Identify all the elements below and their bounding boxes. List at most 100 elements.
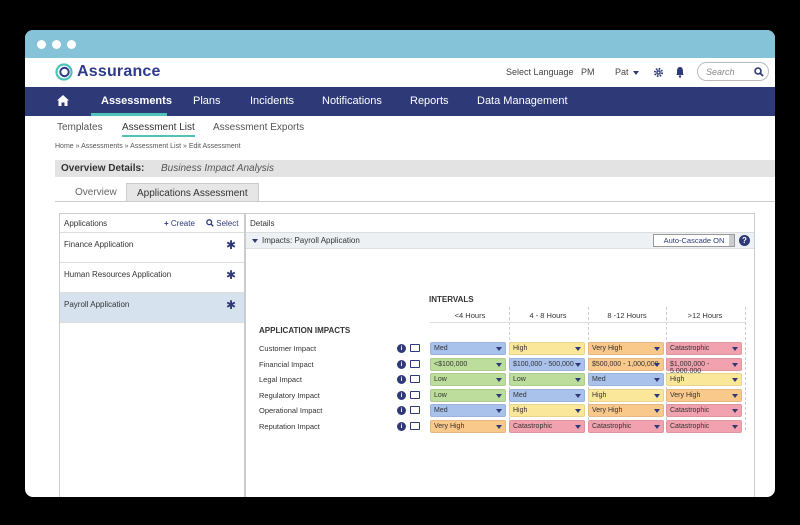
impact-select[interactable]: Med (430, 404, 506, 417)
impacts-title: Impacts: Payroll Application (252, 236, 360, 245)
comment-icon[interactable] (410, 375, 420, 383)
impact-select[interactable]: <$100,000 (430, 357, 506, 371)
impact-select[interactable]: $500,000 - 1,000,000 (588, 357, 664, 371)
gear-icon[interactable]: ✱ (226, 268, 237, 282)
chevron-down-icon (732, 424, 738, 429)
details-panel-header: Details (246, 214, 754, 233)
info-icon[interactable]: i (397, 375, 406, 384)
window-dot-maximize[interactable] (67, 40, 76, 49)
impact-select[interactable]: Catastrophic (666, 404, 742, 417)
subnav-templates[interactable]: Templates (57, 122, 103, 133)
comment-icon[interactable] (410, 359, 420, 368)
tab-applications-assessment[interactable]: Applications Assessment (126, 183, 259, 201)
impact-select-value: Very High (592, 345, 623, 352)
nav-assessments[interactable]: Assessments (101, 95, 172, 107)
chevron-down-icon (654, 424, 660, 429)
help-icon[interactable]: ? (739, 235, 750, 246)
chevron-down-icon (654, 393, 660, 398)
impact-select[interactable]: Catastrophic (666, 342, 742, 355)
chevron-down-icon (732, 378, 738, 382)
window-dot-close[interactable] (37, 40, 46, 49)
overview-details-bar: Overview Details: Business Impact Analys… (55, 160, 775, 177)
application-item-human-resources[interactable]: Human Resources Application ✱ (60, 263, 244, 293)
impact-select[interactable]: Very High (430, 419, 506, 433)
info-icon[interactable]: i (397, 344, 406, 353)
nav-active-indicator (91, 113, 167, 116)
comment-icon[interactable] (410, 390, 420, 399)
nav-reports[interactable]: Reports (410, 95, 449, 107)
chevron-down-icon (654, 347, 660, 351)
nav-notifications[interactable]: Notifications (322, 95, 382, 107)
impact-select[interactable]: Very High (666, 388, 742, 402)
select-language-link[interactable]: Select Language (506, 67, 574, 77)
column-header: 8 -12 Hours (607, 311, 647, 320)
impact-select[interactable]: Med (430, 342, 506, 355)
comment-icon[interactable] (410, 406, 420, 414)
search-input[interactable]: Search (697, 62, 769, 81)
info-icon[interactable]: i (397, 421, 406, 431)
column-header: 4 - 8 Hours (529, 311, 567, 320)
bell-icon[interactable] (675, 66, 685, 78)
applications-panel-header: Applications + Create Select (60, 214, 244, 233)
impact-select[interactable]: Med (588, 373, 664, 386)
chevron-down-icon (654, 409, 660, 413)
create-button[interactable]: + Create (164, 219, 195, 228)
nav-plans[interactable]: Plans (193, 95, 221, 107)
app-window: Assurance Select Language PM Pat Search (25, 30, 775, 497)
search-icon[interactable] (754, 67, 764, 77)
impact-row-label: Reputation Impact (259, 421, 320, 431)
user-menu[interactable]: Pat (615, 67, 640, 77)
info-icon[interactable]: i (397, 359, 406, 369)
impact-select-value: Low (513, 376, 526, 383)
impact-select-value: $1,000,000 - 5,000,000 (670, 360, 710, 375)
impacts-section-header[interactable]: Impacts: Payroll Application Auto-Cascad… (246, 233, 754, 249)
impact-select[interactable]: Low (430, 373, 506, 386)
intervals-heading: INTERVALS (429, 295, 474, 304)
impact-select[interactable]: High (509, 404, 585, 417)
window-dot-minimize[interactable] (52, 40, 61, 49)
impacts-title-text: Impacts: Payroll Application (262, 236, 360, 245)
comment-icon[interactable] (410, 421, 420, 430)
impact-select[interactable]: Med (509, 388, 585, 402)
impact-select[interactable]: Low (430, 388, 506, 402)
chevron-down-icon (496, 362, 502, 367)
impact-select[interactable]: $100,000 - 500,000 (509, 357, 585, 371)
details-title: Details (250, 219, 275, 228)
gear-icon[interactable]: ✱ (226, 238, 237, 252)
impact-select[interactable]: High (666, 373, 742, 386)
subnav-assessment-list[interactable]: Assessment List (122, 122, 195, 137)
impact-select[interactable]: Catastrophic (588, 419, 664, 433)
impact-row-label: Customer Impact (259, 344, 317, 353)
chevron-down-icon (575, 378, 581, 382)
impact-select[interactable]: Catastrophic (509, 419, 585, 433)
application-item-payroll[interactable]: Payroll Application ✱ (60, 293, 244, 323)
select-button[interactable]: Select (206, 219, 238, 228)
impact-select-value: $100,000 - 500,000 (513, 360, 574, 368)
gear-icon[interactable]: ✱ (226, 298, 237, 312)
impact-select[interactable]: High (509, 342, 585, 355)
impact-select[interactable]: Low (509, 373, 585, 386)
subnav-assessment-exports[interactable]: Assessment Exports (213, 122, 305, 133)
impact-select[interactable]: Catastrophic (666, 419, 742, 433)
impact-select[interactable]: Very High (588, 404, 664, 417)
home-icon[interactable] (57, 95, 69, 106)
pm-link[interactable]: PM (581, 67, 595, 77)
application-item-finance[interactable]: Finance Application ✱ (60, 233, 244, 263)
impact-select[interactable]: High (588, 388, 664, 402)
info-icon[interactable]: i (397, 390, 406, 400)
breadcrumb[interactable]: Home » Assessments » Assessment List » E… (55, 143, 241, 150)
applications-title: Applications (64, 219, 108, 228)
chevron-down-icon (496, 424, 502, 429)
impact-select[interactable]: $1,000,000 - 5,000,000 (666, 357, 742, 375)
nav-data-management[interactable]: Data Management (477, 95, 568, 107)
nav-incidents[interactable]: Incidents (250, 95, 295, 107)
impact-select[interactable]: Very High (588, 342, 664, 355)
info-icon[interactable]: i (397, 406, 406, 415)
gear-icon[interactable] (653, 67, 664, 78)
tab-overview[interactable]: Overview (75, 187, 117, 198)
comment-icon[interactable] (410, 344, 420, 352)
details-panel: Details Impacts: Payroll Application Aut… (245, 213, 755, 497)
brand-logo[interactable]: Assurance (55, 63, 161, 81)
auto-cascade-toggle[interactable]: Auto-Cascade ON (653, 234, 735, 247)
application-name: Human Resources Application (64, 270, 172, 279)
